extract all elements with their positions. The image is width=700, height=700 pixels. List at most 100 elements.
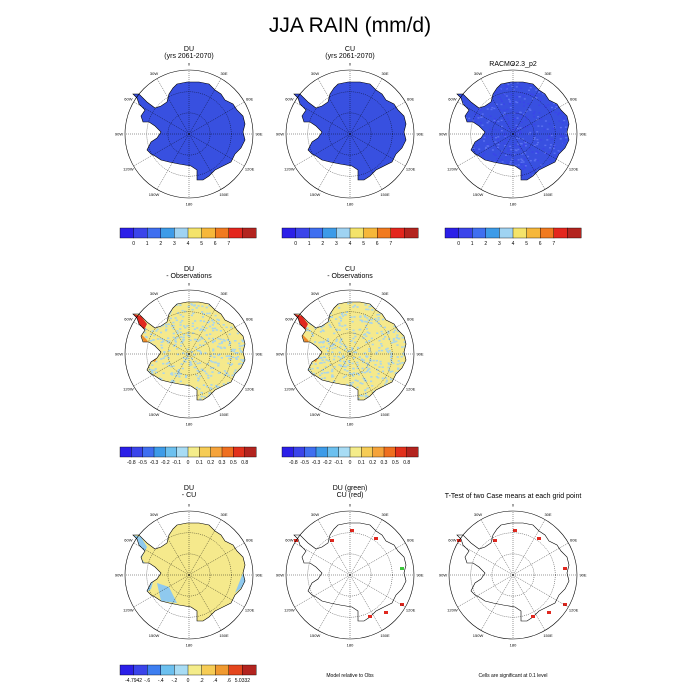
colorbar-swatch bbox=[376, 227, 392, 239]
colorbar-swatch bbox=[147, 227, 162, 239]
lon-label: 30E bbox=[544, 71, 551, 76]
colorbar-label: 0.5 bbox=[230, 460, 237, 466]
colorbar-label: 3 bbox=[335, 241, 338, 247]
colorbar-swatch bbox=[142, 446, 155, 458]
sig-cell bbox=[493, 539, 497, 542]
colorbar-swatch bbox=[187, 227, 203, 239]
colorbar-swatch bbox=[349, 227, 365, 239]
colorbar-label: 4 bbox=[187, 241, 190, 247]
colorbar-swatch bbox=[131, 446, 144, 458]
lon-label: 90E bbox=[416, 132, 423, 137]
colorbar-swatch bbox=[233, 446, 246, 458]
lon-label: 150W bbox=[149, 412, 160, 417]
colorbar-diff-cu-obs: -0.8 -0.5 -0.3 -0.2 -0.1 0 0.1 0.2 0.3 0.5 0.8 bbox=[281, 446, 419, 466]
lon-label: 120E bbox=[245, 608, 255, 613]
lon-label: 60W bbox=[124, 538, 132, 543]
lon-label: 0 bbox=[349, 503, 352, 508]
lon-label: 150W bbox=[149, 633, 160, 638]
lon-label: 90W bbox=[115, 573, 123, 578]
colorbar-label: -0.8 bbox=[289, 460, 298, 466]
lon-label: 60E bbox=[570, 538, 577, 543]
lon-label: 30W bbox=[311, 291, 319, 296]
sig-cell bbox=[563, 567, 567, 570]
colorbar-label: 0 bbox=[294, 241, 297, 247]
lon-label: 60W bbox=[285, 538, 293, 543]
colorbar-label: 1 bbox=[308, 241, 311, 247]
colorbar-label: 1 bbox=[146, 241, 149, 247]
colorbar-label: .2 bbox=[200, 678, 204, 684]
colorbar-swatch bbox=[395, 446, 408, 458]
colorbar-swatch bbox=[160, 227, 175, 239]
colorbar-swatch bbox=[553, 227, 568, 239]
lon-label: 90W bbox=[115, 132, 123, 137]
colorbar-label: -.6 bbox=[144, 678, 150, 684]
lon-label: 90E bbox=[255, 573, 262, 578]
lon-label: 30W bbox=[474, 71, 482, 76]
lon-label: 150E bbox=[219, 633, 229, 638]
colorbar-swatch bbox=[214, 664, 230, 676]
colorbar-label: -.4 bbox=[158, 678, 164, 684]
colorbar-label: 0 bbox=[349, 460, 352, 466]
colorbar-label: 7 bbox=[227, 241, 230, 247]
colorbar-label: 0.8 bbox=[403, 460, 410, 466]
colorbar-swatch bbox=[221, 446, 234, 458]
colorbar-swatch bbox=[361, 446, 374, 458]
map-obs-rain: 0 30E 60E 90E 120E 150E 180 150W 120W 90W 60W 30W bbox=[439, 62, 587, 207]
colorbar-swatch bbox=[512, 227, 528, 239]
colorbar-rain-cu: 0 1 2 3 4 5 6 7 bbox=[281, 227, 419, 247]
lon-label: 120E bbox=[245, 387, 255, 392]
lon-label: 60E bbox=[407, 97, 414, 102]
lon-label: 30E bbox=[381, 71, 388, 76]
colorbar-label: 0 bbox=[457, 241, 460, 247]
lon-label: 30E bbox=[220, 512, 227, 517]
panel-5-title: CU - Observations bbox=[327, 266, 373, 280]
lon-label: 150W bbox=[310, 192, 321, 197]
lon-label: 30E bbox=[220, 71, 227, 76]
colorbar-swatch bbox=[372, 446, 385, 458]
sig-cell bbox=[374, 537, 378, 540]
colorbar-label: 0.3 bbox=[381, 460, 388, 466]
colorbar-swatch bbox=[390, 227, 405, 239]
lon-label: 150W bbox=[473, 192, 484, 197]
colorbar-swatch bbox=[242, 227, 257, 239]
lon-label: 90W bbox=[276, 573, 284, 578]
colorbar-label: 2 bbox=[484, 241, 487, 247]
colorbar-label: 1 bbox=[471, 241, 474, 247]
lon-label: 150E bbox=[543, 192, 553, 197]
colorbar-swatch bbox=[244, 446, 257, 458]
lon-label: 180 bbox=[347, 643, 354, 648]
panel-6-title: DU - CU bbox=[181, 485, 197, 499]
sig-cell bbox=[350, 529, 354, 532]
map-significance-du-cu: 0 30E 60E 90E 120E 150E 180 150W 120W 90W 60W 30W bbox=[276, 503, 424, 648]
colorbar-swatch bbox=[228, 664, 243, 676]
colorbar-swatch bbox=[187, 446, 200, 458]
colorbar-swatch bbox=[363, 227, 378, 239]
colorbar-label: 5 bbox=[525, 241, 528, 247]
lon-label: 30W bbox=[474, 512, 482, 517]
colorbar-label: 3 bbox=[498, 241, 501, 247]
colorbar-label: 7 bbox=[389, 241, 392, 247]
colorbar-swatch bbox=[526, 227, 541, 239]
lon-label: 150E bbox=[380, 412, 390, 417]
colorbar-swatch bbox=[119, 446, 132, 458]
lon-label: 60E bbox=[246, 538, 253, 543]
colorbar-label: -0.1 bbox=[334, 460, 343, 466]
lon-label: 60E bbox=[407, 317, 414, 322]
lon-label: 120E bbox=[406, 608, 416, 613]
lon-label: 30W bbox=[150, 71, 158, 76]
lon-label: 120E bbox=[569, 608, 579, 613]
lon-label: 30W bbox=[150, 512, 158, 517]
colorbar-swatch bbox=[309, 227, 324, 239]
lon-label: 90E bbox=[255, 352, 262, 357]
colorbar-swatch bbox=[174, 227, 189, 239]
main-title: JJA RAIN (mm/d) bbox=[268, 14, 432, 37]
panel-2-title: CU (yrs 2061-2070) bbox=[325, 46, 375, 60]
lon-label: 30W bbox=[150, 291, 158, 296]
colorbar-label: 0 bbox=[187, 460, 190, 466]
colorbar-swatch bbox=[242, 664, 257, 676]
colorbar-label: 5 bbox=[200, 241, 203, 247]
map-du-minus-cu: 0 30E 60E 90E 120E 150E 180 150W 120W 90W 60W 30W bbox=[115, 503, 263, 648]
colorbar-label: -0.5 bbox=[138, 460, 147, 466]
colorbar-swatch bbox=[406, 446, 419, 458]
colorbar-label: 0.2 bbox=[369, 460, 376, 466]
